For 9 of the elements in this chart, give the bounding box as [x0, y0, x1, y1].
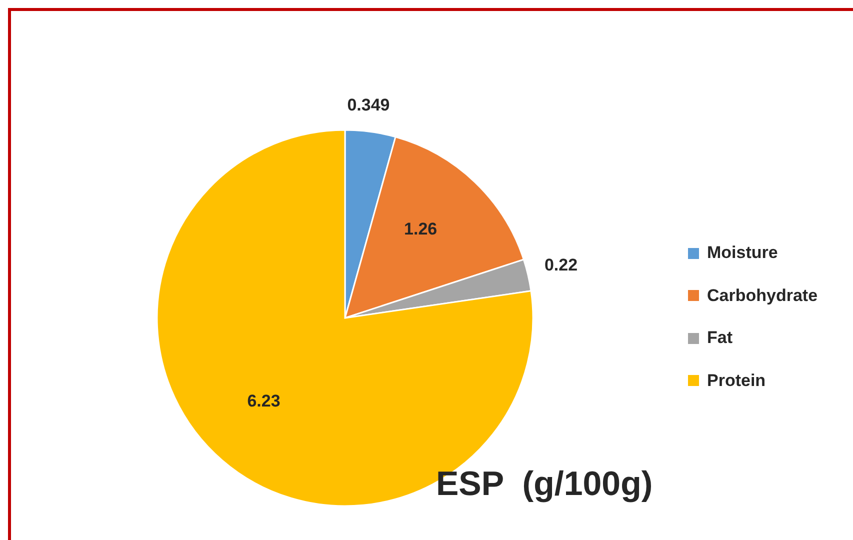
data-label: 0.22 — [544, 256, 578, 275]
text: ESP (g/100g) — [436, 465, 653, 504]
legend-label: Fat — [707, 328, 732, 348]
legend-label: Moisture — [707, 243, 778, 264]
data-label: 6.23 — [247, 392, 280, 411]
data-label: 0.349 — [347, 95, 390, 114]
legend-label: Carbohydrate — [707, 286, 818, 306]
legend-label: Protein — [707, 370, 766, 391]
data-label: 1.26 — [404, 219, 438, 238]
